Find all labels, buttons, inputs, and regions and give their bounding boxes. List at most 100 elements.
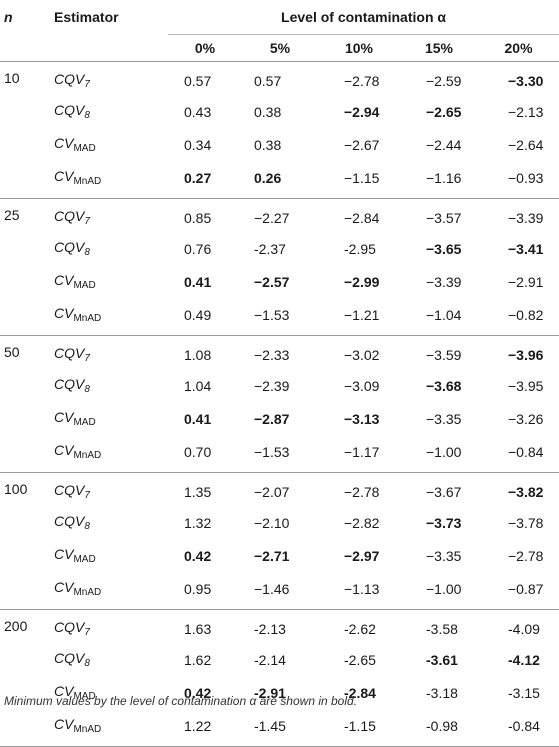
estimator-cell: CVMnAD — [54, 709, 168, 747]
value-cell: −1.16 — [400, 161, 478, 199]
value-cell: 0.95 — [168, 572, 242, 610]
estimator-cell: CVMAD — [54, 265, 168, 298]
table-footnote: Minimum values by the level of contamina… — [4, 694, 358, 708]
table-row: CVMnAD 0.49 −1.53 −1.21 −1.04 −0.82 — [0, 298, 559, 336]
estimator-cell: CVMAD — [54, 128, 168, 161]
header-level-20: 20% — [504, 40, 533, 56]
value-cell: −3.68 — [426, 377, 462, 394]
value-cell: −2.97 — [344, 547, 380, 564]
value-cell: 0.57 — [184, 72, 212, 89]
sample-size-cell: 200 — [4, 618, 28, 634]
value-cell: −2.84 — [344, 209, 380, 226]
estimator-cell: CQV7 — [54, 62, 168, 95]
table-row: CQV8 1.32 −2.10 −2.82 −3.73 −3.78 — [0, 506, 559, 539]
value-cell: −1.53 — [242, 298, 318, 336]
value-cell: −2.10 — [254, 514, 290, 531]
value-cell: 0.49 — [168, 298, 242, 336]
value-cell: −3.35 — [426, 410, 462, 427]
value-cell: −2.99 — [344, 273, 380, 290]
estimator-cell: CQV8 — [54, 95, 168, 128]
value-cell: −2.78 — [344, 483, 380, 500]
estimator-cell: CQV8 — [54, 369, 168, 402]
value-cell: 0.34 — [184, 136, 212, 153]
sample-size-cell — [0, 161, 54, 199]
estimator-name: CQV — [54, 482, 85, 498]
estimator-cell: CQV7 — [54, 336, 168, 370]
value-cell: −3.02 — [344, 346, 380, 363]
sample-size-cell — [0, 506, 54, 539]
sample-size-cell — [0, 232, 54, 265]
value-cell: 0.27 — [168, 161, 242, 199]
value-cell: 0.43 — [184, 103, 212, 120]
estimator-name: CV — [54, 716, 74, 732]
header-n: n — [4, 9, 13, 26]
estimator-cell: CVMnAD — [54, 298, 168, 336]
estimator-cell: CVMnAD — [54, 161, 168, 199]
sample-size-cell: 100 — [4, 481, 28, 497]
value-cell: -3.15 — [508, 684, 540, 701]
estimator-name: CQV — [54, 345, 85, 361]
table-row: CVMAD 0.41 −2.57 −2.99 −3.39 −2.91 — [0, 265, 559, 298]
value-cell: −3.67 — [426, 483, 462, 500]
value-cell: −2.67 — [344, 136, 380, 153]
value-cell: 0.57 — [254, 72, 282, 89]
value-cell: −2.07 — [254, 483, 290, 500]
value-cell: −3.96 — [508, 346, 544, 363]
value-cell: 0.41 — [184, 410, 212, 427]
estimator-subscript: 7 — [84, 216, 90, 227]
table-row: CVMnAD 0.27 0.26 −1.15 −1.16 −0.93 — [0, 161, 559, 199]
estimator-cell: CVMAD — [54, 539, 168, 572]
value-cell: −3.39 — [508, 209, 544, 226]
table-row: CVMnAD 0.95 −1.46 −1.13 −1.00 −0.87 — [0, 572, 559, 610]
value-cell: -2.37 — [254, 240, 286, 257]
value-cell: −1.53 — [242, 435, 318, 473]
estimator-subscript: 7 — [84, 79, 90, 90]
value-cell: −0.93 — [478, 161, 559, 199]
estimator-subscript: 7 — [84, 490, 90, 501]
value-cell: −3.78 — [508, 514, 544, 531]
estimator-cell: CVMAD — [54, 676, 168, 709]
value-cell: −2.94 — [344, 103, 380, 120]
value-cell: −1.15 — [318, 161, 400, 199]
value-cell: 0.26 — [242, 161, 318, 199]
estimator-subscript: MAD — [73, 691, 96, 702]
estimator-name: CV — [54, 168, 74, 184]
value-cell: −2.44 — [426, 136, 462, 153]
table-row: 10 CQV7 0.57 0.57 −2.78 −2.59 −3.30 — [0, 62, 559, 95]
estimator-subscript: MAD — [73, 554, 96, 565]
value-cell: −0.87 — [478, 572, 559, 610]
value-cell: −2.65 — [426, 103, 462, 120]
value-cell: 0.41 — [184, 273, 212, 290]
value-cell: −0.84 — [478, 435, 559, 473]
value-cell: 0.76 — [184, 240, 212, 257]
value-cell: −3.26 — [508, 410, 544, 427]
value-cell: 0.70 — [168, 435, 242, 473]
value-cell: −3.35 — [426, 547, 462, 564]
estimator-cell: CQV8 — [54, 506, 168, 539]
estimator-subscript: 8 — [84, 384, 90, 395]
value-cell: 1.08 — [184, 346, 212, 363]
value-cell: -2.14 — [254, 651, 286, 668]
value-cell: −1.04 — [400, 298, 478, 336]
estimator-subscript: MnAD — [73, 724, 102, 735]
estimator-subscript: MnAD — [73, 450, 102, 461]
value-cell: −2.64 — [508, 136, 544, 153]
value-cell: 1.22 — [168, 709, 242, 747]
value-cell: -2.62 — [344, 620, 376, 637]
table-row: CVMAD 0.41 −2.87 −3.13 −3.35 −3.26 — [0, 402, 559, 435]
value-cell: −1.00 — [400, 435, 478, 473]
estimator-cell: CVMnAD — [54, 572, 168, 610]
estimator-subscript: MnAD — [73, 587, 102, 598]
estimator-name: CQV — [54, 376, 85, 392]
value-cell: −1.21 — [318, 298, 400, 336]
value-cell: −2.82 — [344, 514, 380, 531]
sample-size-cell — [0, 643, 54, 676]
header-level-15: 15% — [424, 40, 454, 56]
table-row: CQV8 0.76 -2.37 -2.95 −3.65 −3.41 — [0, 232, 559, 265]
value-cell: −1.00 — [400, 572, 478, 610]
table-row: CQV8 1.04 −2.39 −3.09 −3.68 −3.95 — [0, 369, 559, 402]
value-cell: −2.87 — [254, 410, 290, 427]
estimator-subscript: MnAD — [73, 176, 102, 187]
value-cell: −3.73 — [426, 514, 462, 531]
